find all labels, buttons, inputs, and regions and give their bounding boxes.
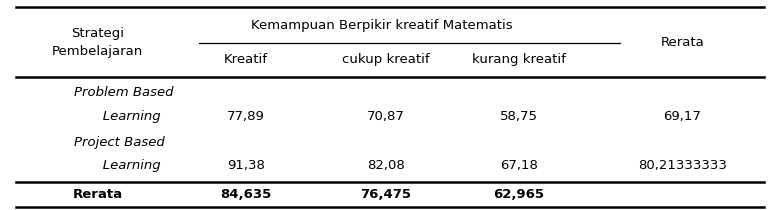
Text: Kemampuan Berpikir kreatif Matematis: Kemampuan Berpikir kreatif Matematis [251,19,513,32]
Text: 70,87: 70,87 [367,110,405,122]
Text: 58,75: 58,75 [500,110,537,122]
Text: 82,08: 82,08 [367,159,405,172]
Text: 69,17: 69,17 [664,110,701,122]
Text: Problem Based: Problem Based [74,86,174,99]
Text: 91,38: 91,38 [227,159,264,172]
Text: 62,965: 62,965 [493,188,544,201]
Text: 76,475: 76,475 [360,188,412,201]
Text: cukup kreatif: cukup kreatif [342,53,430,66]
Text: Rerata: Rerata [661,35,704,49]
Text: Strategi
Pembelajaran: Strategi Pembelajaran [52,26,143,58]
Text: Learning: Learning [90,159,161,172]
Text: kurang kreatif: kurang kreatif [472,53,566,66]
Text: Project Based: Project Based [74,136,165,149]
Text: Learning: Learning [90,110,161,122]
Text: 67,18: 67,18 [500,159,537,172]
Text: Rerata: Rerata [73,188,122,201]
Text: 84,635: 84,635 [220,188,271,201]
Text: 77,89: 77,89 [227,110,264,122]
Text: Kreatif: Kreatif [224,53,268,66]
Text: 80,21333333: 80,21333333 [638,159,727,172]
